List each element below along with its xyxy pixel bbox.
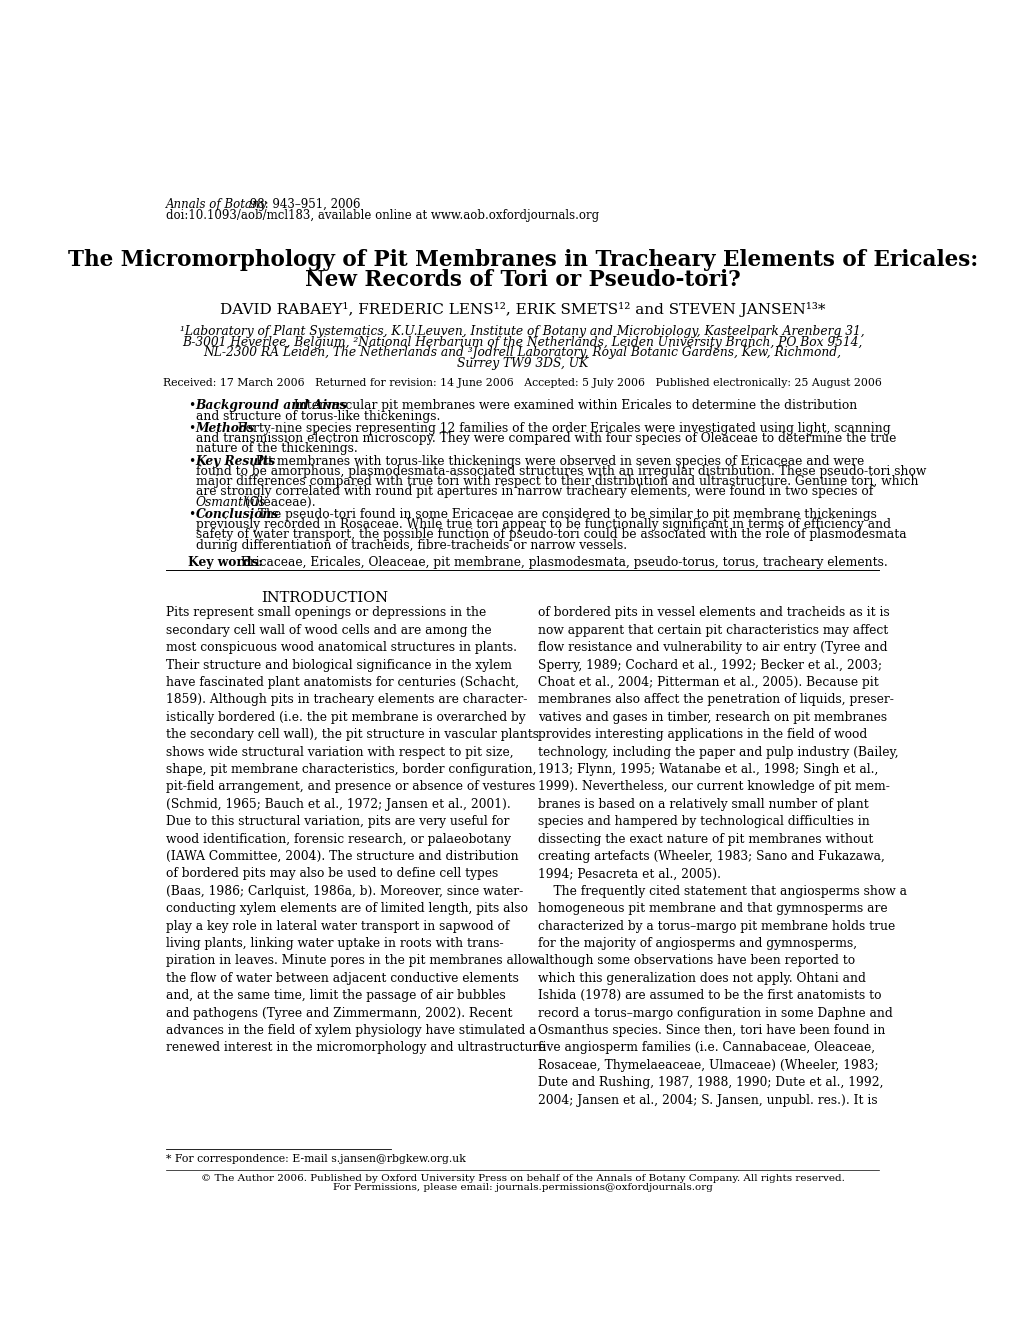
Text: INTRODUCTION: INTRODUCTION — [261, 591, 388, 606]
Text: safety of water transport, the possible function of pseudo-tori could be associa: safety of water transport, the possible … — [196, 528, 906, 541]
Text: are strongly correlated with round pit apertures in narrow tracheary elements, w: are strongly correlated with round pit a… — [196, 485, 872, 498]
Text: Key Results: Key Results — [196, 456, 276, 468]
Text: Pit membranes with torus-like thickenings were observed in seven species of Eric: Pit membranes with torus-like thickening… — [252, 456, 864, 468]
Text: Osmanthus: Osmanthus — [196, 496, 265, 509]
Text: and structure of torus-like thickenings.: and structure of torus-like thickenings. — [196, 410, 439, 422]
Text: The Micromorphology of Pit Membranes in Tracheary Elements of Ericales:: The Micromorphology of Pit Membranes in … — [67, 249, 977, 271]
Text: •: • — [187, 508, 195, 521]
Text: nature of the thickenings.: nature of the thickenings. — [196, 442, 357, 456]
Text: (Oleaceae).: (Oleaceae). — [240, 496, 315, 509]
Text: ¹Laboratory of Plant Systematics, K.U.Leuven, Institute of Botany and Microbiolo: ¹Laboratory of Plant Systematics, K.U.Le… — [180, 324, 864, 338]
Text: previously recorded in Rosaceae. While true tori appear to be functionally signi: previously recorded in Rosaceae. While t… — [196, 519, 890, 531]
Text: Annals of Botany: Annals of Botany — [166, 198, 267, 210]
Text: Pits represent small openings or depressions in the
secondary cell wall of wood : Pits represent small openings or depress… — [166, 607, 545, 1055]
Text: DAVID RABAEY¹, FREDERIC LENS¹², ERIK SMETS¹² and STEVEN JANSEN¹³*: DAVID RABAEY¹, FREDERIC LENS¹², ERIK SME… — [220, 302, 824, 316]
Text: New Records of Tori or Pseudo-tori?: New Records of Tori or Pseudo-tori? — [305, 268, 740, 291]
Text: NL-2300 RA Leiden, The Netherlands and ³Jodrell Laboratory, Royal Botanic Garden: NL-2300 RA Leiden, The Netherlands and ³… — [204, 346, 841, 359]
Text: •: • — [187, 456, 195, 468]
Text: Intervascular pit membranes were examined within Ericales to determine the distr: Intervascular pit membranes were examine… — [290, 399, 857, 413]
Text: found to be amorphous, plasmodesmata-associated structures with an irregular dis: found to be amorphous, plasmodesmata-ass… — [196, 465, 925, 478]
Text: during differentiation of tracheids, fibre-tracheids or narrow vessels.: during differentiation of tracheids, fib… — [196, 539, 627, 552]
Text: •: • — [187, 422, 195, 436]
Text: major differences compared with true tori with respect to their distribution and: major differences compared with true tor… — [196, 476, 917, 488]
Text: B-3001 Heverlee, Belgium, ²National Herbarium of the Netherlands, Leiden Univers: B-3001 Heverlee, Belgium, ²National Herb… — [182, 335, 862, 348]
Text: of bordered pits in vessel elements and tracheids as it is
now apparent that cer: of bordered pits in vessel elements and … — [538, 607, 906, 1107]
Text: Surrey TW9 3DS, UK: Surrey TW9 3DS, UK — [457, 358, 588, 370]
Text: •: • — [187, 399, 195, 413]
Text: Received: 17 March 2006   Returned for revision: 14 June 2006   Accepted: 5 July: Received: 17 March 2006 Returned for rev… — [163, 378, 881, 389]
Text: * For correspondence: E-mail s.jansen@rbgkew.org.uk: * For correspondence: E-mail s.jansen@rb… — [166, 1154, 466, 1164]
Text: For Permissions, please email: journals.permissions@oxfordjournals.org: For Permissions, please email: journals.… — [332, 1183, 712, 1193]
Text: Conclusions: Conclusions — [196, 508, 278, 521]
Text: Ericaceae, Ericales, Oleaceae, pit membrane, plasmodesmata, pseudo-torus, torus,: Ericaceae, Ericales, Oleaceae, pit membr… — [236, 556, 887, 568]
Text: © The Author 2006. Published by Oxford University Press on behalf of the Annals : © The Author 2006. Published by Oxford U… — [201, 1174, 844, 1183]
Text: Methods: Methods — [196, 422, 255, 436]
Text: The pseudo-tori found in some Ericaceae are considered to be similar to pit memb: The pseudo-tori found in some Ericaceae … — [254, 508, 876, 521]
Text: Background and Aims: Background and Aims — [196, 399, 347, 413]
Text: doi:10.1093/aob/mcl183, available online at www.aob.oxfordjournals.org: doi:10.1093/aob/mcl183, available online… — [166, 209, 599, 222]
Text: 98: 943–951, 2006: 98: 943–951, 2006 — [246, 198, 361, 210]
Text: Key words:: Key words: — [187, 556, 263, 568]
Text: and transmission electron microscopy. They were compared with four species of Ol: and transmission electron microscopy. Th… — [196, 433, 896, 445]
Text: Forty-nine species representing 12 families of the order Ericales were investiga: Forty-nine species representing 12 famil… — [234, 422, 891, 436]
